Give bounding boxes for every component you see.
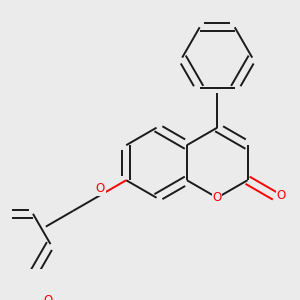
Text: O: O bbox=[43, 294, 52, 300]
Text: O: O bbox=[213, 191, 222, 204]
Text: O: O bbox=[277, 190, 286, 202]
Text: O: O bbox=[96, 182, 105, 195]
